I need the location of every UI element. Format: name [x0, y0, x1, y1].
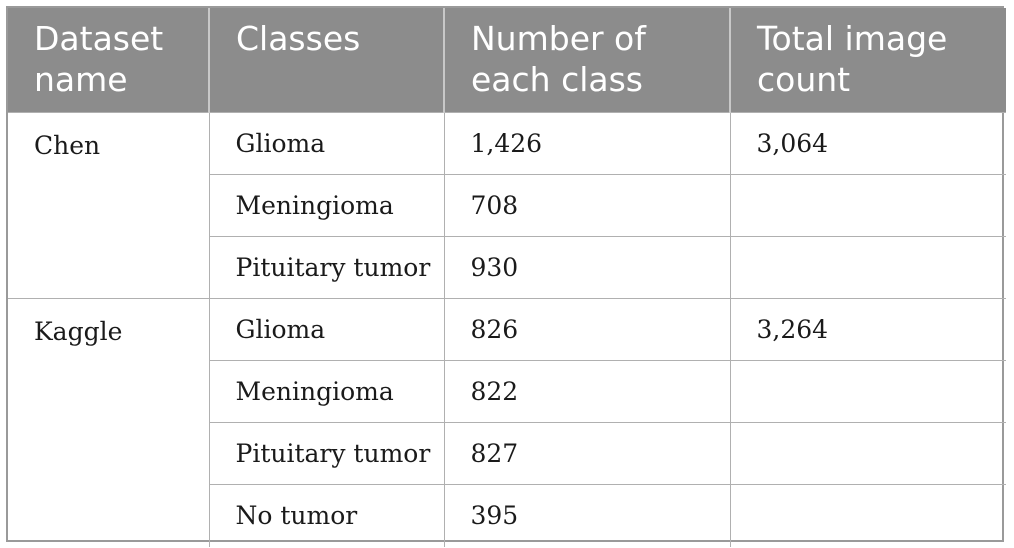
- count-cell: 1,426: [443, 112, 730, 175]
- total-cell-empty: [729, 236, 1006, 299]
- table-row: No tumor 395: [8, 484, 1006, 547]
- table-row: Meningioma 822: [8, 360, 1006, 423]
- count-cell: 822: [443, 360, 730, 423]
- header-dataset-name: Dataset name: [8, 8, 209, 113]
- total-cell-empty: [729, 422, 1006, 485]
- header-classes: Classes: [208, 8, 444, 113]
- count-cell: 827: [443, 422, 730, 485]
- total-cell-empty: [729, 484, 1006, 547]
- count-cell: 395: [443, 484, 730, 547]
- total-cell: 3,264: [729, 298, 1006, 361]
- class-cell: Pituitary tumor: [208, 422, 444, 485]
- class-cell: Glioma: [208, 298, 444, 361]
- table-row: Kaggle Glioma 826 3,264: [8, 298, 1006, 547]
- table-header: Dataset name Classes Number of each clas…: [8, 8, 1006, 113]
- count-cell: 826: [443, 298, 730, 361]
- table-row: Meningioma 708: [8, 174, 1006, 237]
- header-row: Dataset name Classes Number of each clas…: [8, 8, 1006, 113]
- class-cell: Glioma: [208, 112, 444, 175]
- total-cell: 3,064: [729, 112, 1006, 175]
- dataset-table: Dataset name Classes Number of each clas…: [8, 8, 1006, 547]
- total-cell-empty: [729, 174, 1006, 237]
- class-cell: Pituitary tumor: [208, 236, 444, 299]
- class-cell: Meningioma: [208, 174, 444, 237]
- table-row: Pituitary tumor 930: [8, 236, 1006, 299]
- total-cell-empty: [729, 360, 1006, 423]
- table-row: Chen Glioma 1,426 3,064: [8, 112, 1006, 299]
- count-cell: 708: [443, 174, 730, 237]
- dataset-cell: Kaggle: [8, 298, 209, 547]
- count-cell: 930: [443, 236, 730, 299]
- class-cell: Meningioma: [208, 360, 444, 423]
- class-cell: No tumor: [208, 484, 444, 547]
- header-number-of-each-class: Number of each class: [443, 8, 730, 113]
- header-total-image-count: Total image count: [729, 8, 1006, 113]
- dataset-cell: Chen: [8, 112, 209, 299]
- table-row: Pituitary tumor 827: [8, 422, 1006, 485]
- table-body: Chen Glioma 1,426 3,064 Meningioma 708 P…: [8, 112, 1006, 547]
- data-table-container: Dataset name Classes Number of each clas…: [6, 6, 1006, 547]
